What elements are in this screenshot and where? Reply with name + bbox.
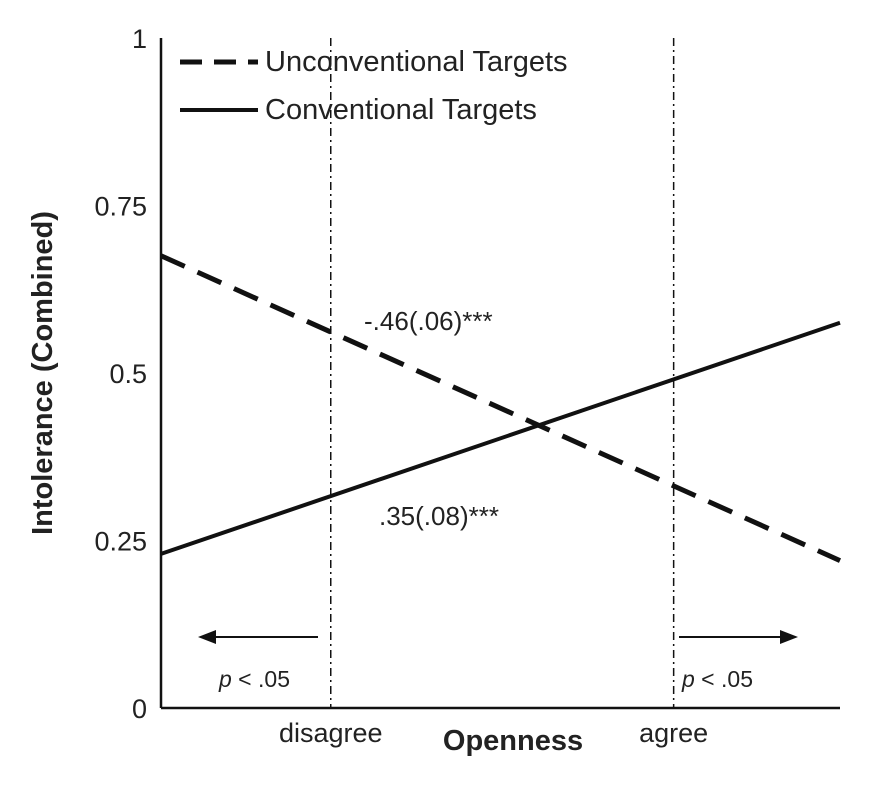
x-tick-label: agree (639, 718, 708, 748)
x-axis-title: Openness (443, 725, 583, 757)
y-tick-labels: 0 0.25 0.5 0.75 1 (94, 24, 147, 724)
left-region-arrow (198, 630, 318, 644)
y-tick-label: 0.25 (94, 527, 147, 557)
x-tick-label: disagree (279, 718, 383, 748)
legend-label-conventional: Conventional Targets (265, 94, 537, 126)
right-region-p-label: p < .05 (681, 666, 753, 692)
y-tick-label: 0.5 (109, 359, 147, 389)
x-tick-labels: disagree agree (279, 718, 708, 748)
y-tick-label: 0.75 (94, 192, 147, 222)
series-lines (159, 253, 842, 563)
right-region-arrow (679, 630, 798, 644)
series-line-conventional (160, 320, 841, 556)
slope-label-unconventional: -.46(.06)*** (364, 306, 493, 336)
y-tick-label: 0 (132, 694, 147, 724)
significance-boundaries (330, 38, 675, 708)
legend: Unconventional Targets Conventional Targ… (180, 46, 568, 126)
slope-label-conventional: .35(.08)*** (379, 501, 499, 531)
series-line-unconventional (159, 253, 842, 563)
left-region-p-label: p < .05 (218, 666, 290, 692)
y-tick-label: 1 (132, 24, 147, 54)
y-axis-title: Intolerance (Combined) (27, 211, 59, 535)
legend-label-unconventional: Unconventional Targets (265, 46, 568, 78)
